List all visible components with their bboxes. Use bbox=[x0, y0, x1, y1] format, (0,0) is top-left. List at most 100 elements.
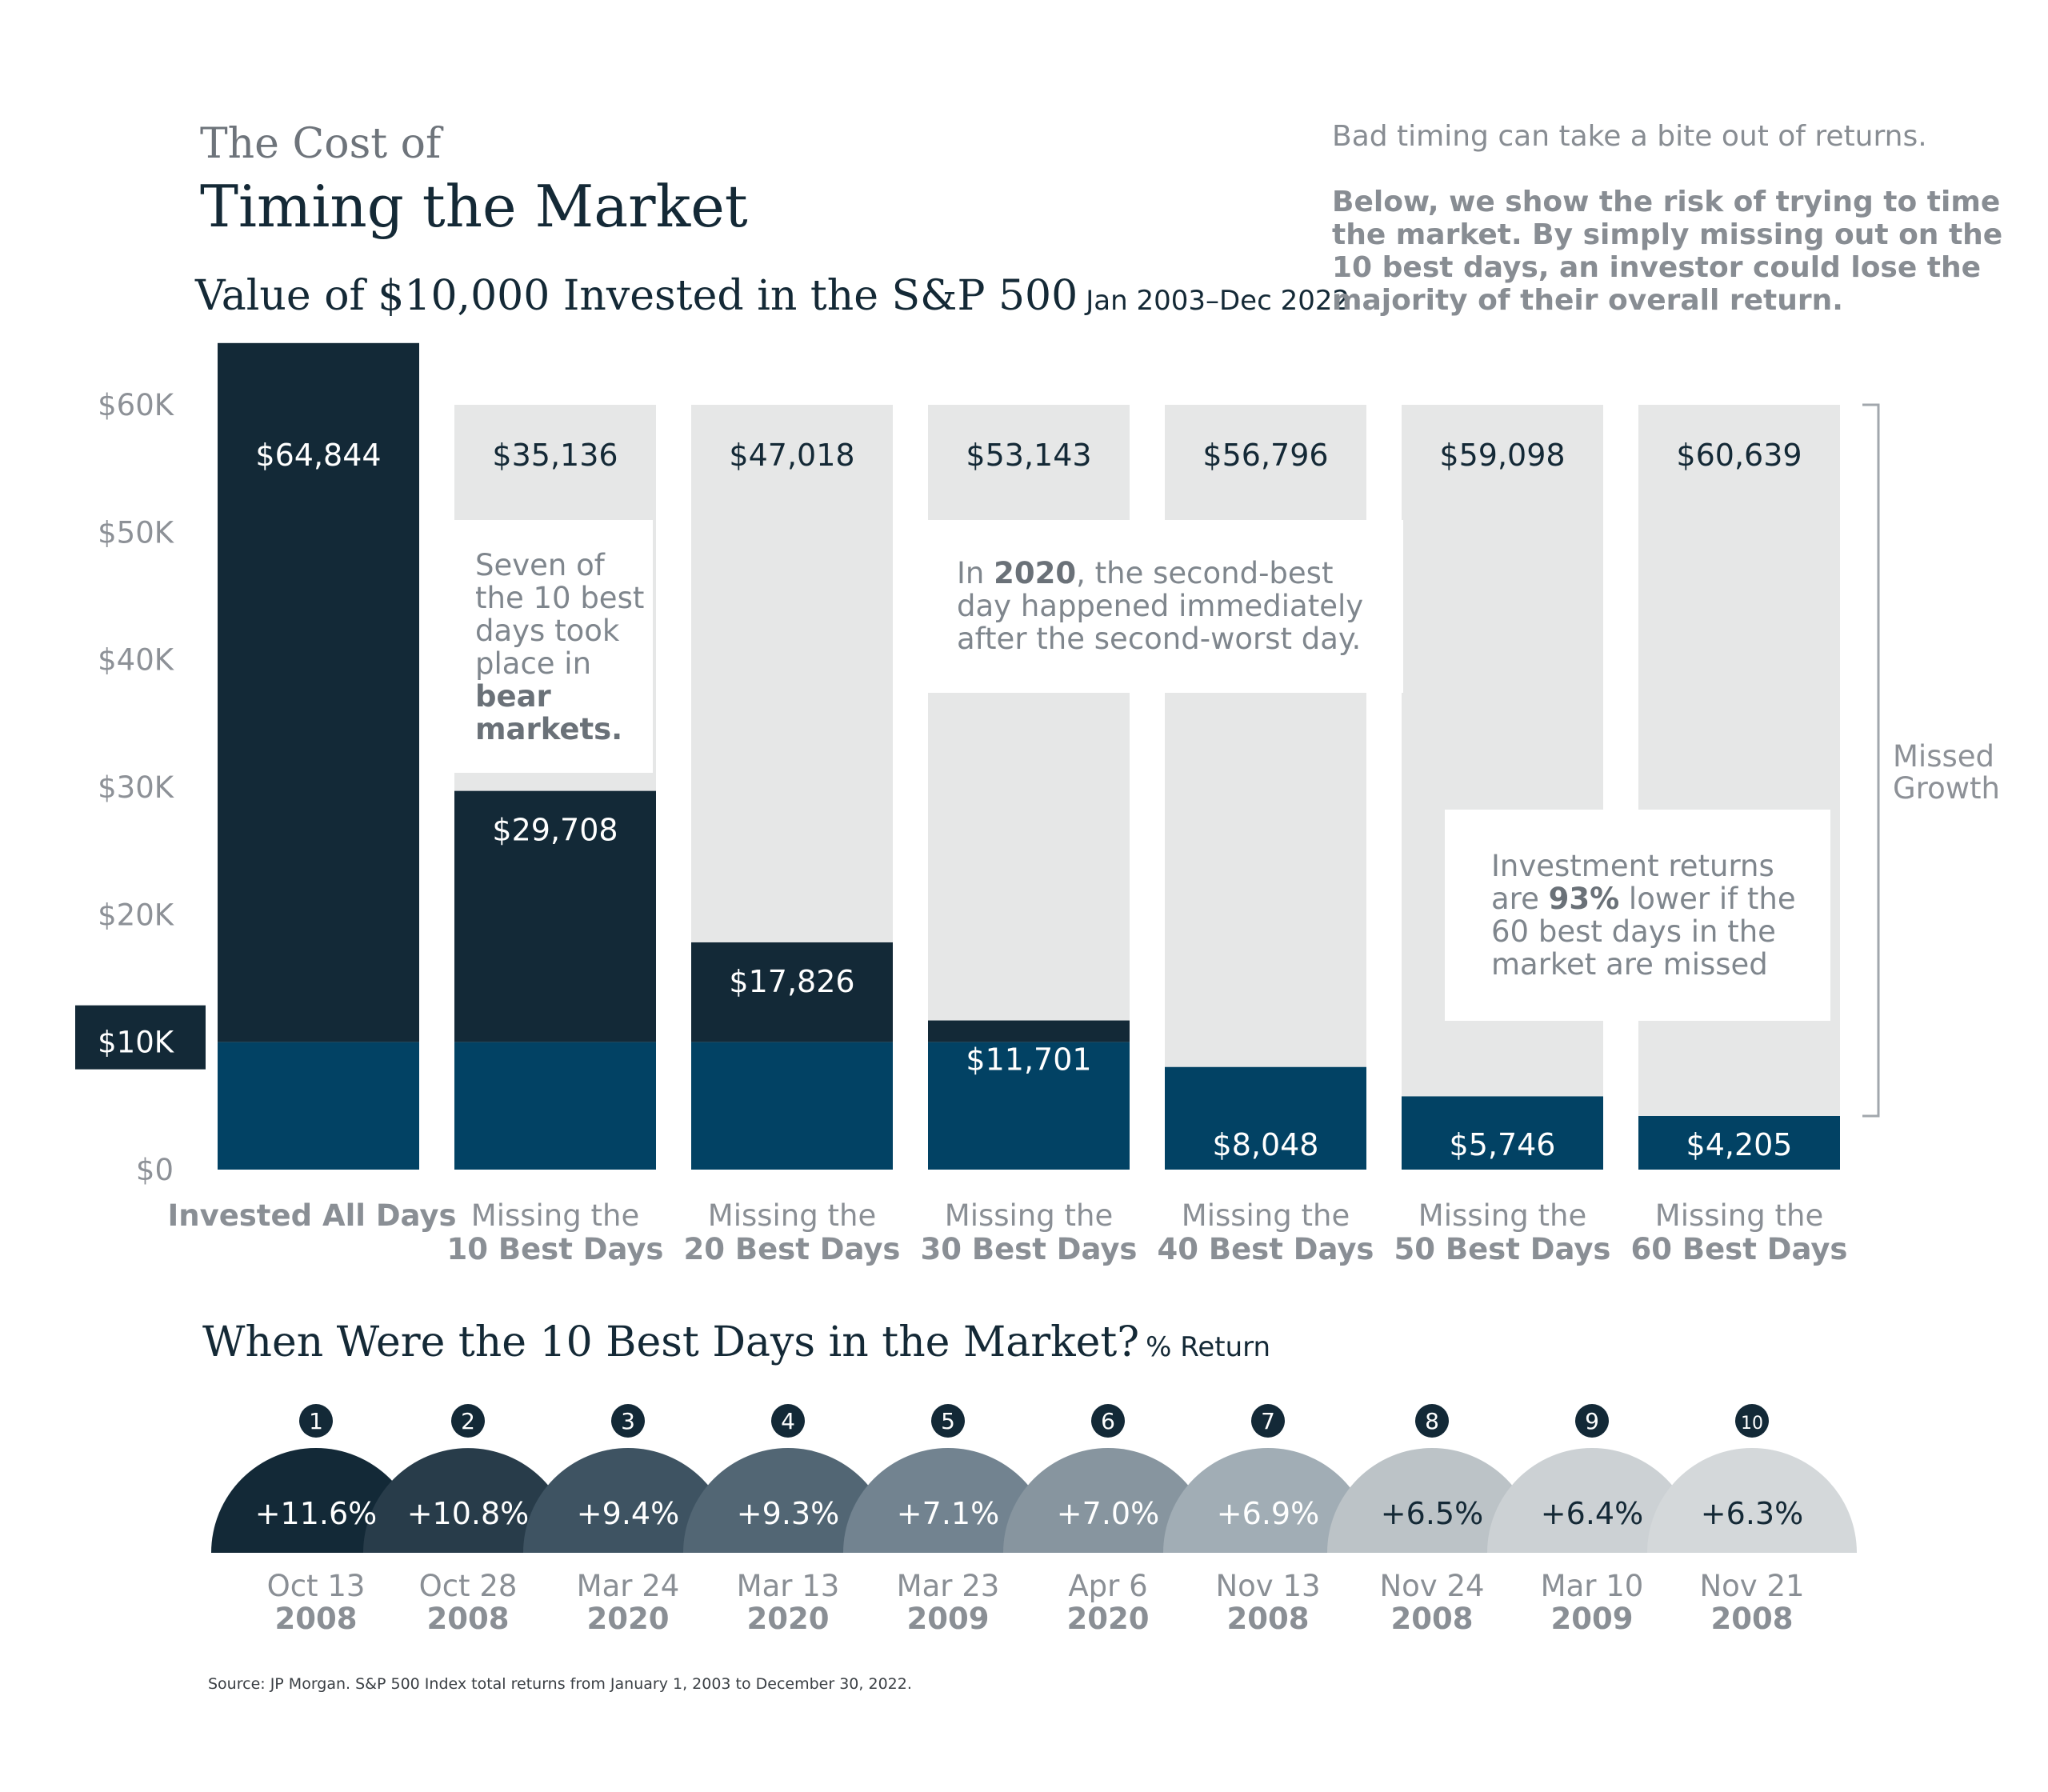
bar-principal bbox=[454, 1042, 656, 1170]
bar-principal bbox=[928, 1042, 1130, 1170]
return-semicircle bbox=[1647, 1448, 1857, 1553]
best-day-date: Mar 13 bbox=[737, 1569, 840, 1603]
bar-total-label: $64,844 bbox=[255, 438, 381, 473]
best-days-title: When Were the 10 Best Days in the Market… bbox=[202, 1318, 1270, 1366]
bar-principal bbox=[691, 1042, 893, 1170]
category-label-line1: Missing the bbox=[471, 1198, 639, 1233]
rank-badge bbox=[1091, 1404, 1125, 1438]
bar-principal bbox=[218, 1042, 419, 1170]
best-day-year: 2008 bbox=[427, 1602, 510, 1636]
category-label-line2: 10 Best Days bbox=[447, 1232, 664, 1266]
annotation-2020-pre: In bbox=[957, 556, 994, 590]
best-day-year: 2020 bbox=[1067, 1602, 1150, 1636]
rank-number: 2 bbox=[461, 1408, 475, 1434]
rank-badge bbox=[771, 1404, 805, 1438]
bar-value-label: $5,746 bbox=[1450, 1127, 1556, 1162]
rank-number: 3 bbox=[621, 1408, 635, 1434]
bar-total-label: $47,018 bbox=[729, 438, 854, 473]
return-value-label: +6.3% bbox=[1701, 1496, 1803, 1531]
subtitle-date-range: Jan 2003–Dec 2022 bbox=[1086, 285, 1350, 317]
source-note: Source: JP Morgan. S&P 500 Index total r… bbox=[208, 1675, 912, 1693]
return-value-label: +6.9% bbox=[1217, 1496, 1319, 1531]
bar-value bbox=[1165, 1066, 1366, 1170]
category-label-line1: Missing the bbox=[1418, 1198, 1586, 1233]
return-semicircle bbox=[843, 1448, 1053, 1553]
category-label-line2: 30 Best Days bbox=[921, 1232, 1138, 1266]
y-tick-label: $30K bbox=[98, 770, 175, 805]
category-label-line2: 40 Best Days bbox=[1158, 1232, 1374, 1266]
annotation-60-bold: 93% bbox=[1548, 882, 1620, 916]
bar-value-label: $17,826 bbox=[729, 964, 854, 999]
bar-value bbox=[1402, 1096, 1603, 1170]
rank-number: 5 bbox=[941, 1408, 955, 1434]
best-day-year: 2008 bbox=[275, 1602, 358, 1636]
y-tick-label: $10K bbox=[98, 1026, 175, 1060]
bar-gain bbox=[454, 790, 656, 1042]
best-days-title-text: When Were the 10 Best Days in the Market… bbox=[202, 1318, 1140, 1366]
annotation-60-pre: Investment returns are bbox=[1491, 849, 1774, 916]
best-day-date: Mar 10 bbox=[1541, 1569, 1644, 1603]
return-value-label: +9.4% bbox=[577, 1496, 679, 1531]
best-day-date: Nov 24 bbox=[1379, 1569, 1484, 1603]
best-day-date: Mar 23 bbox=[897, 1569, 1000, 1603]
initial-investment-tag bbox=[75, 1005, 206, 1070]
return-semicircle bbox=[1163, 1448, 1373, 1553]
rank-badge bbox=[1575, 1404, 1609, 1438]
annotation-bear-bold: bear markets. bbox=[475, 679, 623, 746]
best-day-date: Nov 13 bbox=[1215, 1569, 1320, 1603]
bar-value bbox=[1638, 1116, 1840, 1170]
y-tick-label: $20K bbox=[98, 898, 175, 932]
best-day-year: 2008 bbox=[1711, 1602, 1794, 1636]
annotation-2020: In 2020, the second-best day happened im… bbox=[920, 520, 1403, 693]
best-day-date: Oct 13 bbox=[267, 1569, 366, 1603]
return-value-label: +10.8% bbox=[407, 1496, 530, 1531]
rank-number: 8 bbox=[1425, 1408, 1439, 1434]
category-label-line1: Missing the bbox=[945, 1198, 1113, 1233]
annotation-2020-bold: 2020 bbox=[994, 556, 1077, 590]
annotation-bear-text: Seven of the 10 best days took place in bbox=[475, 548, 645, 681]
bar-total-label: $53,143 bbox=[966, 438, 1091, 473]
bar-gain bbox=[928, 1020, 1130, 1042]
annotation-bear-markets: Seven of the 10 best days took place in … bbox=[453, 520, 653, 773]
return-semicircle bbox=[523, 1448, 733, 1553]
rank-badge bbox=[931, 1404, 965, 1438]
rank-number: 1 bbox=[309, 1408, 323, 1434]
return-semicircle bbox=[363, 1448, 573, 1553]
return-semicircle bbox=[683, 1448, 893, 1553]
category-label-line2: 20 Best Days bbox=[684, 1232, 901, 1266]
y-tick-label: $40K bbox=[98, 643, 175, 678]
return-value-label: +6.5% bbox=[1381, 1496, 1483, 1531]
return-value-label: +11.6% bbox=[255, 1496, 378, 1531]
category-label-line1: Missing the bbox=[1182, 1198, 1350, 1233]
subtitle-text: Value of $10,000 Invested in the S&P 500 bbox=[195, 272, 1078, 320]
best-day-year: 2009 bbox=[1551, 1602, 1634, 1636]
missed-growth-bracket bbox=[1862, 403, 1880, 1118]
best-day-year: 2008 bbox=[1227, 1602, 1310, 1636]
y-tick-label: $50K bbox=[98, 515, 175, 550]
page-title: Timing the Market bbox=[200, 173, 748, 240]
bracket-label-line1: Missed bbox=[1893, 739, 1994, 774]
best-day-year: 2009 bbox=[907, 1602, 990, 1636]
bar-missed-growth bbox=[1402, 405, 1603, 1170]
intro-text: Bad timing can take a bite out of return… bbox=[1332, 120, 2020, 317]
y-tick-label: $60K bbox=[98, 388, 175, 422]
best-day-year: 2020 bbox=[587, 1602, 670, 1636]
return-value-label: +9.3% bbox=[737, 1496, 839, 1531]
best-day-date: Oct 28 bbox=[419, 1569, 518, 1603]
return-semicircle bbox=[1327, 1448, 1537, 1553]
bar-missed-growth bbox=[1638, 405, 1840, 1170]
bar-total-label: $60,639 bbox=[1676, 438, 1802, 473]
bar-total-label: $35,136 bbox=[492, 438, 618, 473]
category-label-line1: Missing the bbox=[1655, 1198, 1823, 1233]
best-day-date: Apr 6 bbox=[1068, 1569, 1147, 1603]
return-value-label: +7.1% bbox=[897, 1496, 999, 1531]
category-label: Invested All Days bbox=[167, 1198, 456, 1233]
rank-badge bbox=[299, 1404, 333, 1438]
best-day-year: 2020 bbox=[747, 1602, 830, 1636]
bar-gain bbox=[691, 942, 893, 1042]
bar-gain bbox=[218, 342, 419, 1042]
return-semicircle bbox=[1003, 1448, 1213, 1553]
rank-badge bbox=[1251, 1404, 1285, 1438]
annotation-60-days: Investment returns are 93% lower if the … bbox=[1445, 810, 1830, 1021]
